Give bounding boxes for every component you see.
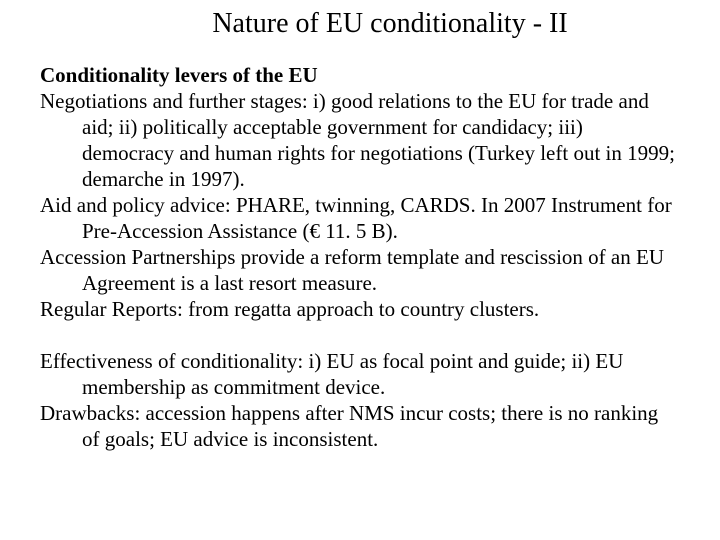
paragraph-reports: Regular Reports: from regatta approach t… <box>40 296 680 322</box>
paragraph-drawbacks: Drawbacks: accession happens after NMS i… <box>40 400 680 452</box>
paragraph-aid: Aid and policy advice: PHARE, twinning, … <box>40 192 680 244</box>
slide-content: Conditionality levers of the EU Negotiat… <box>40 62 680 452</box>
paragraph-negotiations: Negotiations and further stages: i) good… <box>40 88 680 192</box>
spacer <box>40 322 680 348</box>
subheading: Conditionality levers of the EU <box>40 62 680 88</box>
paragraph-partnerships: Accession Partnerships provide a reform … <box>40 244 680 296</box>
slide-title: Nature of EU conditionality - II <box>100 8 680 40</box>
paragraph-effectiveness: Effectiveness of conditionality: i) EU a… <box>40 348 680 400</box>
